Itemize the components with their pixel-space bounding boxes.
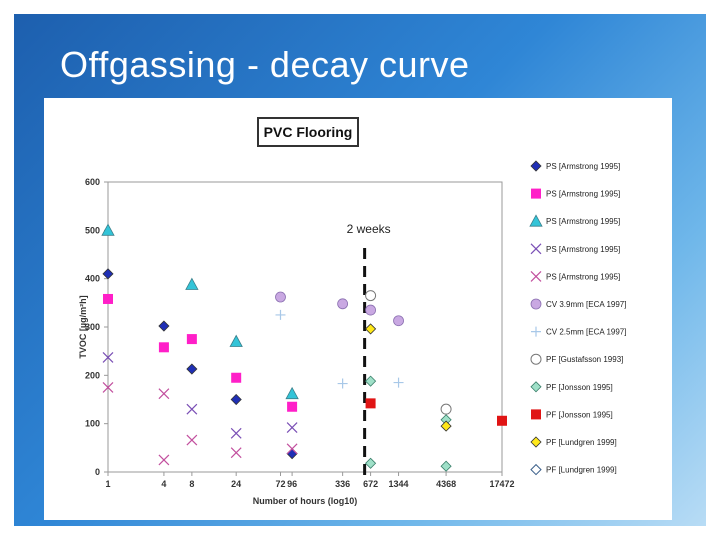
data-point [158,388,170,400]
x-tick-label: 24 [231,479,241,489]
data-point [101,223,115,236]
legend-marker [530,298,542,310]
y-tick-label: 300 [85,322,100,332]
legend-marker [531,188,541,199]
y-axis-title: TVOC [µg/m²h] [78,295,88,358]
data-point [231,372,242,383]
data-point [186,363,198,375]
annotation-label: 2 weeks [347,222,391,236]
x-tick-label: 4 [161,479,166,489]
data-point [365,323,377,335]
data-point [337,378,348,389]
legend-marker [531,326,541,337]
data-point [393,315,404,327]
data-point [440,420,452,432]
data-point [186,434,198,446]
legend-label: PF [Jonsson 1995] [546,410,613,419]
x-tick-label: 672 [363,479,378,489]
y-tick-label: 500 [85,225,100,235]
data-point [158,342,169,353]
x-tick-label: 17472 [489,479,514,489]
data-point [275,309,286,320]
data-point [365,398,376,409]
legend-marker [530,270,542,282]
legend-marker [529,214,543,227]
data-point [158,454,170,466]
legend-label: PF [Lundgren 1999] [546,438,617,447]
legend-label: PF [Gustafsson 1993] [546,355,623,364]
legend-label: PF [Lundgren 1999] [546,466,617,475]
y-tick-label: 400 [85,274,100,284]
data-point [365,304,376,316]
y-tick-label: 600 [85,177,100,187]
legend-marker [531,409,541,420]
x-tick-label: 1344 [389,479,409,489]
data-point [230,447,242,459]
x-tick-label: 1 [105,479,110,489]
x-axis-title: Number of hours (log10) [253,496,358,506]
data-point [286,443,298,455]
data-point [158,320,170,332]
data-point [102,268,114,280]
data-point [186,403,198,415]
data-point [286,448,298,460]
data-point [102,352,114,363]
x-tick-label: 4368 [436,479,456,489]
legend-label: PS [Armstrong 1995] [546,245,620,254]
legend-marker [530,381,542,393]
legend-label: PF [Jonsson 1995] [546,383,613,392]
x-tick-label: 336 [335,479,350,489]
x-tick-label: 72 [275,479,285,489]
data-point [365,375,377,387]
data-point [365,290,377,302]
data-point [365,457,377,469]
data-point [393,377,404,388]
chart-title-box [257,117,359,147]
y-tick-label: 200 [85,370,100,380]
data-point [285,386,299,400]
data-point [185,277,199,290]
legend-label: CV 3.9mm [ECA 1997] [546,300,626,309]
legend-label: PS [Armstrong 1995] [546,217,620,226]
legend-marker [530,463,542,476]
slide-title: Offgassing - decay curve [60,44,470,85]
data-point [103,293,113,304]
data-point [337,298,349,310]
legend-label: CV 2.5mm [ECA 1997] [546,328,626,337]
data-point [286,422,298,433]
data-point [230,427,242,439]
data-point [287,401,298,412]
chart-panel: PVC Flooring 0 100 200 300 400 500 600 1 4 8 24 72 96… [44,98,672,520]
data-point [230,393,242,406]
x-tick-label: 96 [287,479,297,489]
legend-label: PS [Armstrong 1995] [546,190,620,199]
data-point [275,291,286,303]
data-point [440,403,452,415]
legend-marker [530,160,542,172]
legend-label: PS [Armstrong 1995] [546,272,620,281]
data-point [440,460,452,472]
y-tick-label: 100 [85,419,100,429]
y-tick-label: 0 [95,467,100,477]
legend-label: PS [Armstrong 1995] [546,162,620,171]
data-point [497,415,507,426]
legend-marker [530,353,542,365]
data-point [229,334,243,347]
chart-svg: PVC Flooring 0 100 200 300 400 500 600 1 4 8 24 72 96… [78,117,626,506]
legend-marker [530,436,542,448]
x-tick-label: 8 [189,479,194,489]
data-point [102,381,114,393]
data-point [186,334,197,345]
chart-title: PVC Flooring [264,124,353,140]
legend-marker [530,243,542,255]
